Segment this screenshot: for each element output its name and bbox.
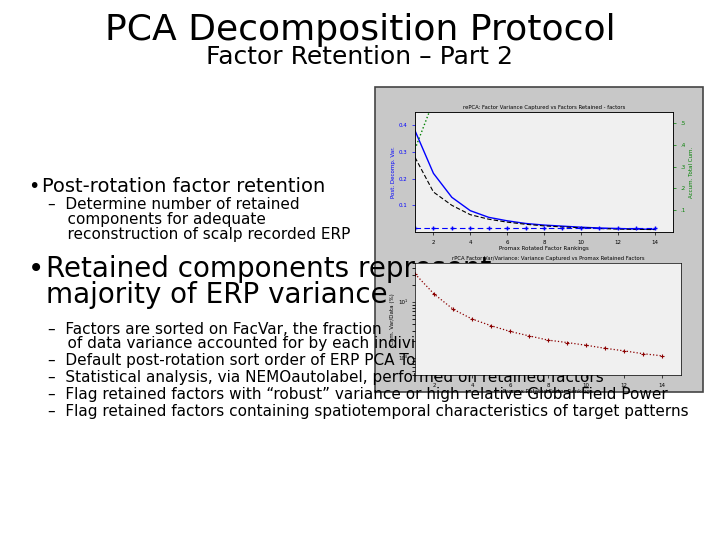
Text: of data variance accounted for by each individual factor: of data variance accounted for by each i… [48,336,498,351]
Y-axis label: Accum. Total Cum.: Accum. Total Cum. [688,146,693,198]
Text: –  Flag retained factors containing spatiotemporal characteristics of target pat: – Flag retained factors containing spati… [48,404,688,419]
Text: Retained components represent: Retained components represent [46,255,491,283]
Text: –  Flag retained factors with “robust” variance or high relative Global Field Po: – Flag retained factors with “robust” va… [48,387,667,402]
Text: PCA Decomposition Protocol: PCA Decomposition Protocol [104,13,616,47]
Text: components for adequate: components for adequate [48,212,266,227]
Text: •: • [28,255,44,283]
Title: rePCA: Factor Variance Captured vs Factors Retained - factors: rePCA: Factor Variance Captured vs Facto… [463,105,625,110]
X-axis label: Promax Rotated Factor Rankings: Promax Rotated Factor Rankings [499,246,589,251]
Bar [375,87,703,392]
Y-axis label: Post. Decomp. Var.: Post. Decomp. Var. [391,146,396,198]
Text: •: • [28,177,40,196]
Text: –  Determine number of retained: – Determine number of retained [48,197,300,212]
Text: Factor Retention – Part 2: Factor Retention – Part 2 [207,45,513,69]
X-axis label: Promax Rotated Factor Rankings: Promax Rotated Factor Rankings [503,389,593,394]
Text: –  Statistical analysis, via NEMOautolabel, performed on retained factors: – Statistical analysis, via NEMOautolabe… [48,370,604,385]
Text: majority of ERP variance: majority of ERP variance [46,281,387,309]
Text: –  Factors are sorted on FacVar, the fraction: – Factors are sorted on FacVar, the frac… [48,322,382,337]
Title: rPCA Factor Var/Variance: Variance Captured vs Promax Retained Factors: rPCA Factor Var/Variance: Variance Captu… [451,256,644,261]
Text: Post-rotation factor retention: Post-rotation factor retention [42,177,325,196]
Text: –  Default post-rotation sort order of ERP PCA Toolkit: – Default post-rotation sort order of ER… [48,353,449,368]
Text: reconstruction of scalp recorded ERP: reconstruction of scalp recorded ERP [48,227,351,242]
Y-axis label: Cum. Var/Data (%): Cum. Var/Data (%) [390,293,395,345]
